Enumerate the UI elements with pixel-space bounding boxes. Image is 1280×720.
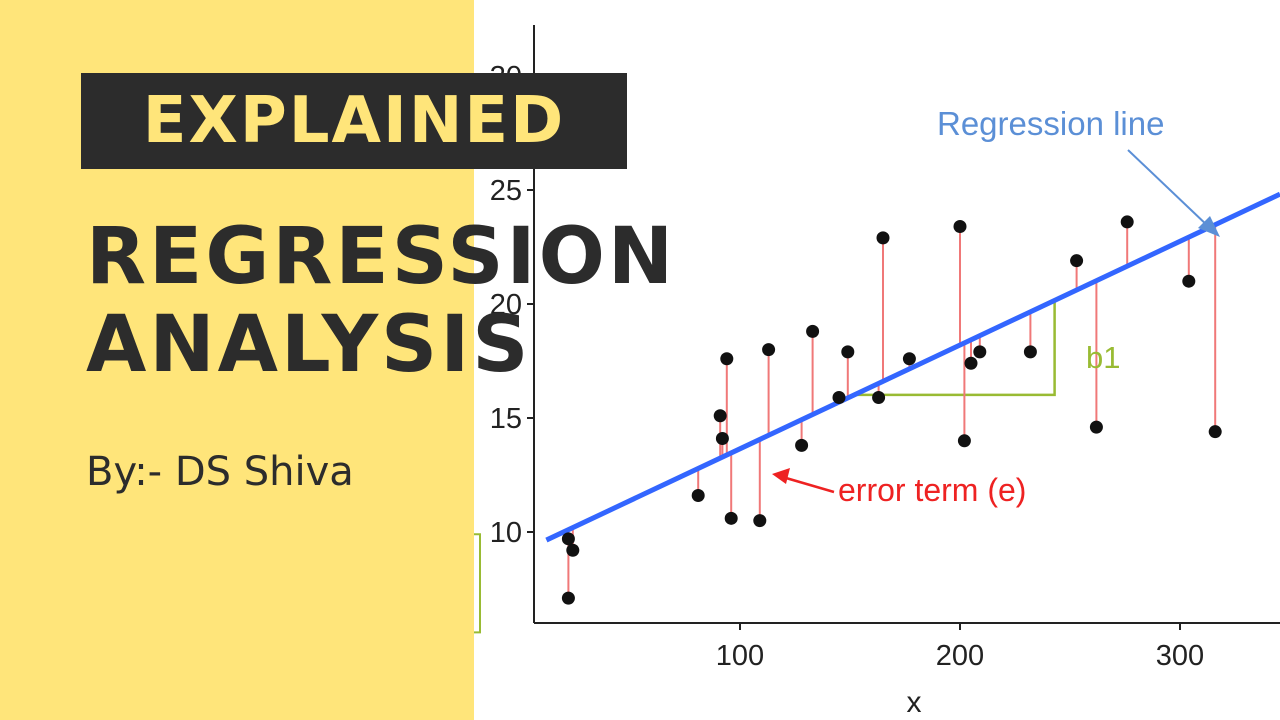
regression-label-arrow bbox=[1127, 149, 1211, 229]
data-point bbox=[964, 356, 978, 370]
intercept-bracket bbox=[474, 533, 481, 634]
data-point bbox=[832, 390, 846, 404]
data-point bbox=[715, 432, 729, 446]
slope-bracket-group bbox=[474, 300, 1056, 634]
title-line-2: ANALYSIS bbox=[86, 300, 532, 390]
data-point bbox=[713, 409, 727, 423]
data-point bbox=[1023, 345, 1037, 359]
data-point bbox=[1208, 425, 1222, 439]
data-point bbox=[841, 345, 855, 359]
data-point bbox=[561, 532, 575, 546]
data-point bbox=[720, 352, 734, 366]
explained-tag-label: EXPLAINED bbox=[142, 84, 566, 158]
error-label-arrow bbox=[785, 476, 835, 494]
x-tick-label: 100 bbox=[716, 640, 764, 672]
x-tick-label: 300 bbox=[1156, 640, 1204, 672]
x-axis-title: x bbox=[907, 686, 922, 719]
annotations-group: Regression line error term (e) b1 bbox=[772, 105, 1220, 508]
author-byline: By:- DS Shiva bbox=[86, 449, 354, 495]
data-point bbox=[872, 390, 886, 404]
data-point bbox=[1070, 254, 1084, 268]
y-tick-label: 10 bbox=[490, 517, 522, 549]
regression-line-label: Regression line bbox=[937, 105, 1164, 142]
data-point bbox=[753, 514, 767, 528]
data-point bbox=[561, 591, 575, 605]
data-point bbox=[724, 511, 738, 525]
explained-tag: EXPLAINED bbox=[81, 73, 627, 169]
data-point bbox=[957, 434, 971, 448]
error-label-arrowhead bbox=[772, 468, 790, 484]
data-point bbox=[762, 343, 776, 357]
data-point bbox=[1089, 420, 1103, 434]
data-point bbox=[806, 324, 820, 338]
data-point bbox=[691, 489, 705, 503]
title-line-1: REGRESSION bbox=[86, 212, 677, 302]
data-point bbox=[876, 231, 890, 245]
data-point bbox=[902, 352, 916, 366]
data-points-group bbox=[561, 215, 1222, 605]
data-point bbox=[795, 438, 809, 452]
regression-label-arrowhead bbox=[1198, 216, 1220, 237]
data-point bbox=[566, 543, 580, 557]
data-point bbox=[953, 219, 967, 233]
data-point bbox=[1120, 215, 1134, 229]
error-term-label: error term (e) bbox=[838, 472, 1026, 508]
data-point bbox=[973, 345, 987, 359]
regression-line bbox=[545, 191, 1280, 543]
y-tick-label: 25 bbox=[490, 175, 522, 207]
y-tick-label: 20 bbox=[490, 289, 522, 321]
slope-bracket bbox=[854, 300, 1056, 397]
slope-label: b1 bbox=[1086, 340, 1120, 375]
regression-line-group bbox=[545, 191, 1280, 543]
data-point bbox=[1182, 274, 1196, 288]
title-panel: EXPLAINED REGRESSION ANALYSIS By:- DS Sh… bbox=[0, 0, 673, 720]
y-tick-label: 15 bbox=[490, 403, 522, 435]
x-tick-label: 200 bbox=[936, 640, 984, 672]
